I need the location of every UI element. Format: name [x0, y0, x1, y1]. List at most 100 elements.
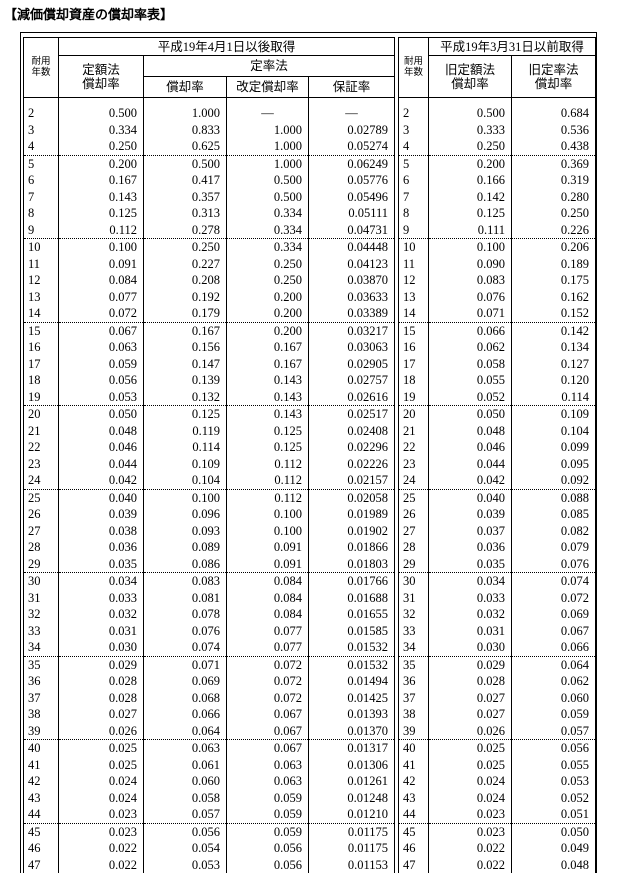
years-cell: 24 — [398, 472, 429, 490]
rate-cell: 0.01175 — [307, 823, 396, 840]
rate-cell: 0.025 — [58, 756, 144, 773]
years-cell: 13 — [23, 288, 59, 305]
rate-cell: 0.179 — [143, 305, 227, 323]
table-row: 24 0.042 0.092 — [398, 472, 597, 490]
rate-cell: 0.208 — [143, 272, 227, 289]
rate-cell: 0.036 — [58, 539, 144, 556]
years-cell: 27 — [398, 522, 429, 539]
rate-cell: 0.033 — [428, 589, 512, 606]
table-row: 12 0.083 0.175 — [398, 272, 597, 289]
rate-cell: 0.042 — [58, 472, 144, 490]
title: 【減価償却資産の償却率表】 — [4, 8, 174, 23]
table-row: 26 0.039 0.096 0.100 0.01989 — [23, 506, 396, 523]
rate-cell: 0.056 — [143, 823, 227, 840]
left-table: 耐用 年数 平成19年4月1日以後取得 定額法 償却率 定率法 償却率 改定償却… — [23, 37, 396, 873]
table-row: 17 0.059 0.147 0.167 0.02905 — [23, 355, 396, 372]
rate-cell: 0.01866 — [307, 539, 396, 556]
years-cell: 34 — [398, 639, 429, 657]
rate-cell: 0.057 — [510, 722, 597, 740]
rate-cell: 0.077 — [226, 622, 309, 639]
rate-cell: 0.100 — [226, 506, 309, 523]
rate-cell: 0.250 — [510, 205, 597, 222]
rate-cell: 0.02408 — [307, 422, 396, 439]
rate-cell: 0.029 — [58, 656, 144, 673]
rate-cell: 0.058 — [143, 789, 227, 806]
rate-cell: 0.112 — [226, 472, 309, 490]
rate-cell: 0.056 — [226, 840, 309, 857]
years-cell: 9 — [398, 221, 429, 239]
rate-cell: 0.067 — [226, 706, 309, 723]
rate-cell: 0.084 — [58, 272, 144, 289]
rate-cell: 1.000 — [226, 138, 309, 156]
rate-cell: 0.059 — [510, 706, 597, 723]
header-cell: 保証率 — [307, 76, 396, 98]
years-cell: 26 — [398, 506, 429, 523]
header-cell: 定額法 償却率 — [58, 55, 144, 98]
rate-cell: 0.02058 — [307, 489, 396, 506]
header-cell: 平成19年3月31日以前取得 — [427, 37, 597, 56]
rate-cell: 0.086 — [143, 555, 227, 573]
rate-cell: 0.022 — [58, 856, 144, 873]
rate-cell: 0.03063 — [307, 339, 396, 356]
rate-cell: 0.024 — [428, 789, 512, 806]
rate-cell: 0.100 — [143, 489, 227, 506]
rate-cell: 0.052 — [428, 388, 512, 406]
rate-cell: 0.079 — [510, 539, 597, 556]
years-cell: 19 — [23, 388, 59, 406]
years-cell: 8 — [398, 205, 429, 222]
rate-cell: 0.091 — [226, 539, 309, 556]
rate-cell: 0.167 — [226, 355, 309, 372]
header-cell: 償却率 — [143, 76, 227, 98]
table-row: 6 0.166 0.319 — [398, 172, 597, 189]
table-row: 5 0.200 0.369 — [398, 155, 597, 172]
table-row: 44 0.023 0.057 0.059 0.01210 — [23, 806, 396, 824]
years-cell: 3 — [398, 121, 429, 138]
rate-cell: 0.104 — [510, 422, 597, 439]
rate-cell: 0.072 — [226, 656, 309, 673]
rate-cell: 0.053 — [58, 388, 144, 406]
rate-cell: 0.081 — [143, 589, 227, 606]
table-row: 46 0.022 0.049 — [398, 840, 597, 857]
rate-cell: 0.143 — [226, 405, 309, 423]
rate-cell: 0.500 — [58, 105, 144, 122]
rate-cell: 1.000 — [143, 105, 227, 122]
years-cell: 30 — [398, 572, 429, 590]
rate-cell: 0.037 — [428, 522, 512, 539]
rate-cell: 0.417 — [143, 172, 227, 189]
years-cell: 42 — [23, 773, 59, 790]
rate-cell: 0.056 — [226, 856, 309, 873]
years-cell: 4 — [23, 138, 59, 156]
table-row: 33 0.031 0.067 — [398, 622, 597, 639]
rate-cell: 0.035 — [58, 555, 144, 573]
rate-cell: 0.034 — [58, 572, 144, 590]
rate-cell: 0.028 — [58, 689, 144, 706]
rate-cell: 0.039 — [428, 506, 512, 523]
years-cell: 44 — [23, 806, 59, 824]
years-cell: 31 — [23, 589, 59, 606]
rate-cell: 0.01261 — [307, 773, 396, 790]
rate-cell: 0.143 — [226, 372, 309, 389]
table-row: 25 0.040 0.088 — [398, 489, 597, 506]
years-cell: 39 — [398, 722, 429, 740]
years-cell: 10 — [398, 238, 429, 256]
table-row: 26 0.039 0.085 — [398, 506, 597, 523]
rate-cell: 0.250 — [143, 238, 227, 256]
years-cell: 25 — [23, 489, 59, 506]
table-row: 44 0.023 0.051 — [398, 806, 597, 824]
table-row: 9 0.111 0.226 — [398, 221, 597, 239]
table-row: 15 0.066 0.142 — [398, 322, 597, 339]
rate-cell: 0.250 — [226, 255, 309, 272]
table-row: 42 0.024 0.053 — [398, 773, 597, 790]
rate-cell: 0.060 — [143, 773, 227, 790]
table-row: 29 0.035 0.076 — [398, 555, 597, 573]
rate-cell: 0.055 — [428, 372, 512, 389]
years-cell: 46 — [398, 840, 429, 857]
table-row: 47 0.022 0.053 0.056 0.01153 — [23, 856, 396, 873]
rate-cell: 0.050 — [428, 405, 512, 423]
rate-cell: 0.053 — [510, 773, 597, 790]
rate-cell: 0.074 — [143, 639, 227, 657]
years-cell: 12 — [23, 272, 59, 289]
table-row: 7 0.142 0.280 — [398, 188, 597, 205]
rate-cell: 0.055 — [510, 756, 597, 773]
table-row: 14 0.071 0.152 — [398, 305, 597, 323]
